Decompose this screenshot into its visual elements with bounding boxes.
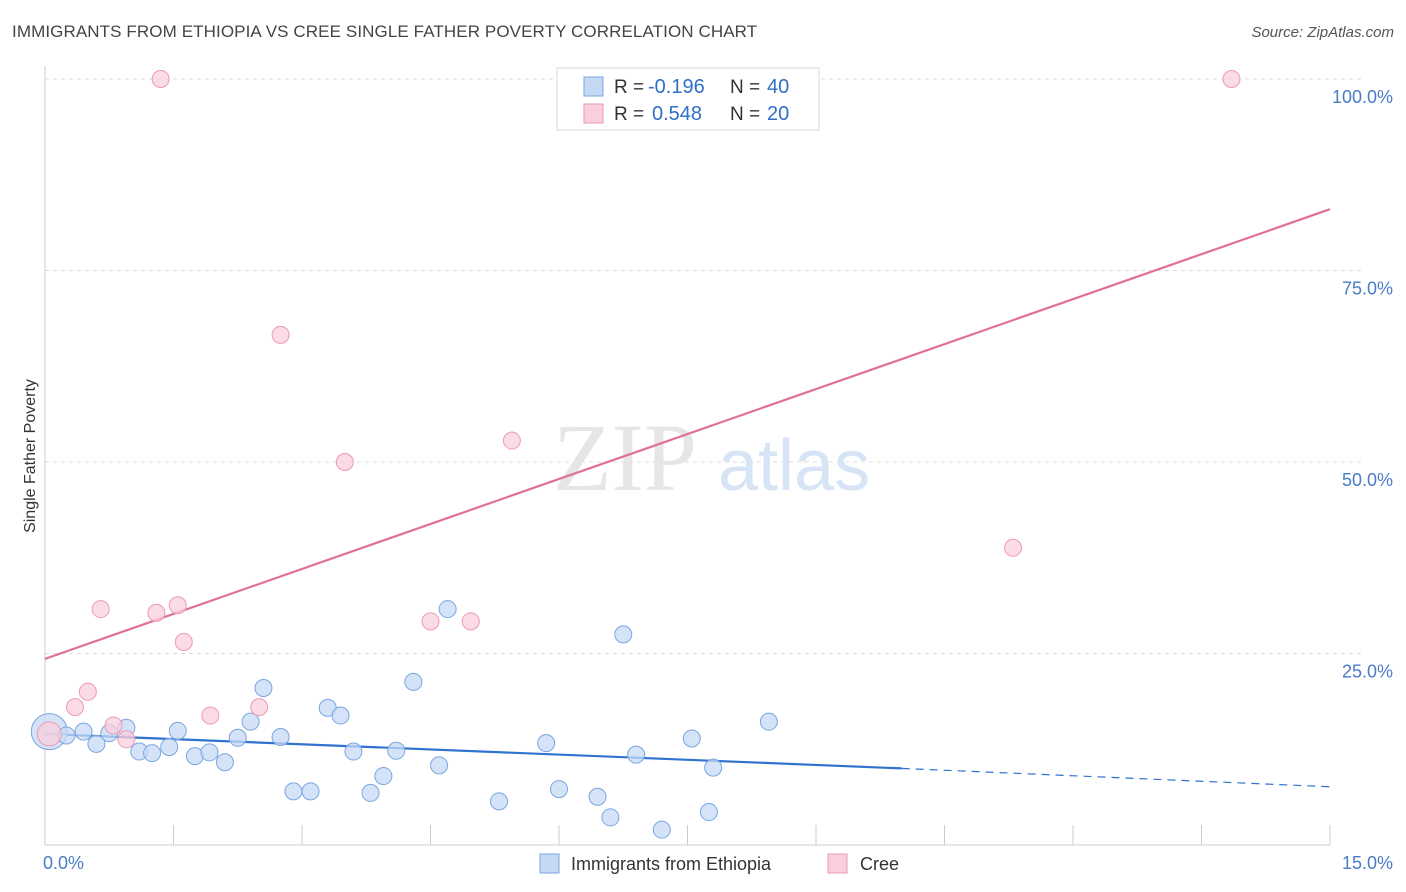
- point-cree-7: [151, 70, 170, 88]
- point-cree-1: [65, 698, 84, 717]
- point-cree-10: [201, 706, 220, 725]
- legend-n-label-ethiopia: N =: [730, 77, 760, 98]
- point-ethiopia-8: [160, 737, 179, 756]
- trend-line-cree: [44, 208, 1331, 660]
- watermark-zip: ZIP: [553, 404, 697, 511]
- bottom-legend-swatch-cree: [827, 853, 848, 874]
- point-ethiopia-17: [284, 782, 303, 801]
- point-cree-3: [91, 600, 110, 619]
- y-tick-label-2: 75.0%: [1342, 279, 1393, 299]
- source-label: Source: ZipAtlas.com: [1251, 24, 1394, 41]
- point-ethiopia-26: [430, 756, 449, 775]
- trend-lines: [44, 208, 1331, 788]
- point-cree-12: [271, 325, 290, 344]
- point-cree-11: [250, 698, 269, 717]
- x-tick-label-min: 0.0%: [43, 853, 84, 873]
- watermark: ZIP atlas: [553, 404, 870, 511]
- legend-swatch-cree: [583, 103, 604, 124]
- watermark-atlas: atlas: [718, 426, 870, 506]
- point-cree-2: [78, 682, 97, 701]
- point-ethiopia-18: [301, 782, 320, 801]
- point-ethiopia-30: [550, 780, 568, 799]
- point-ethiopia-7: [143, 744, 162, 763]
- x-tick-label-max: 15.0%: [1342, 853, 1393, 873]
- point-ethiopia-35: [652, 820, 671, 839]
- legend-n-value-cree: 20: [767, 103, 789, 125]
- point-ethiopia-36: [682, 729, 701, 748]
- series-legend: Immigrants from Ethiopia Cree: [539, 853, 899, 874]
- point-cree-14: [421, 612, 440, 631]
- point-ethiopia-23: [374, 767, 393, 786]
- legend-r-value-cree: 0.548: [652, 103, 702, 125]
- y-tick-label-0: 25.0%: [1342, 662, 1393, 682]
- point-cree-17: [1004, 538, 1023, 557]
- grid-lines: [45, 78, 1365, 654]
- point-cree-0: [36, 721, 62, 747]
- point-ethiopia-28: [490, 792, 509, 811]
- y-axis-title: Single Father Poverty: [22, 379, 39, 533]
- legend-n-label-cree: N =: [730, 104, 760, 125]
- point-ethiopia-12: [215, 753, 234, 772]
- point-cree-4: [104, 716, 123, 735]
- x-tick-labels: 0.0% 15.0%: [43, 853, 1393, 873]
- point-ethiopia-20: [331, 706, 350, 725]
- point-ethiopia-34: [627, 745, 646, 764]
- point-ethiopia-14: [241, 712, 260, 731]
- y-tick-labels: 25.0% 50.0% 75.0% 100.0%: [1332, 87, 1393, 682]
- point-cree-16: [502, 431, 521, 450]
- point-ethiopia-21: [344, 742, 363, 761]
- point-cree-6: [147, 603, 166, 622]
- point-ethiopia-16: [271, 727, 290, 746]
- point-ethiopia-29: [537, 734, 556, 753]
- point-cree-13: [335, 453, 354, 471]
- point-ethiopia-15: [254, 678, 273, 697]
- trend-line-ethiopia: [44, 732, 902, 770]
- bottom-legend-swatch-ethiopia: [539, 853, 560, 874]
- legend-r-label-ethiopia: R =: [614, 77, 644, 98]
- point-ethiopia-32: [601, 808, 620, 827]
- legend-r-label-cree: R =: [614, 104, 644, 125]
- point-cree-18: [1222, 70, 1241, 88]
- stats-legend: R = -0.196 N = 40 R = 0.548 N = 20: [556, 67, 820, 131]
- chart-title: IMMIGRANTS FROM ETHIOPIA VS CREE SINGLE …: [12, 22, 758, 41]
- point-ethiopia-11: [200, 743, 219, 762]
- point-ethiopia-33: [614, 625, 633, 644]
- point-ethiopia-31: [588, 787, 607, 806]
- bottom-legend-label-ethiopia: Immigrants from Ethiopia: [571, 854, 772, 874]
- point-ethiopia-39: [759, 712, 778, 731]
- y-tick-label-3: 100.0%: [1332, 87, 1393, 107]
- point-cree-9: [174, 633, 193, 652]
- point-ethiopia-22: [361, 783, 380, 802]
- point-cree-5: [117, 730, 136, 749]
- point-ethiopia-38: [704, 758, 723, 777]
- point-ethiopia-13: [228, 728, 247, 747]
- point-ethiopia-9: [168, 721, 187, 740]
- bottom-legend-label-cree: Cree: [860, 854, 899, 874]
- point-cree-8: [168, 596, 187, 615]
- data-points: [30, 70, 1241, 839]
- point-cree-15: [461, 612, 480, 631]
- point-ethiopia-27: [438, 600, 457, 619]
- legend-swatch-ethiopia: [583, 76, 604, 97]
- legend-n-value-ethiopia: 40: [767, 76, 789, 98]
- y-tick-label-1: 50.0%: [1342, 470, 1393, 490]
- legend-r-value-ethiopia: -0.196: [648, 76, 705, 98]
- point-ethiopia-24: [387, 741, 406, 760]
- point-ethiopia-2: [74, 722, 93, 741]
- point-ethiopia-25: [404, 672, 423, 691]
- trend-line-ethiopia-projection: [901, 767, 1331, 788]
- point-ethiopia-37: [699, 803, 718, 822]
- point-ethiopia-3: [87, 734, 106, 753]
